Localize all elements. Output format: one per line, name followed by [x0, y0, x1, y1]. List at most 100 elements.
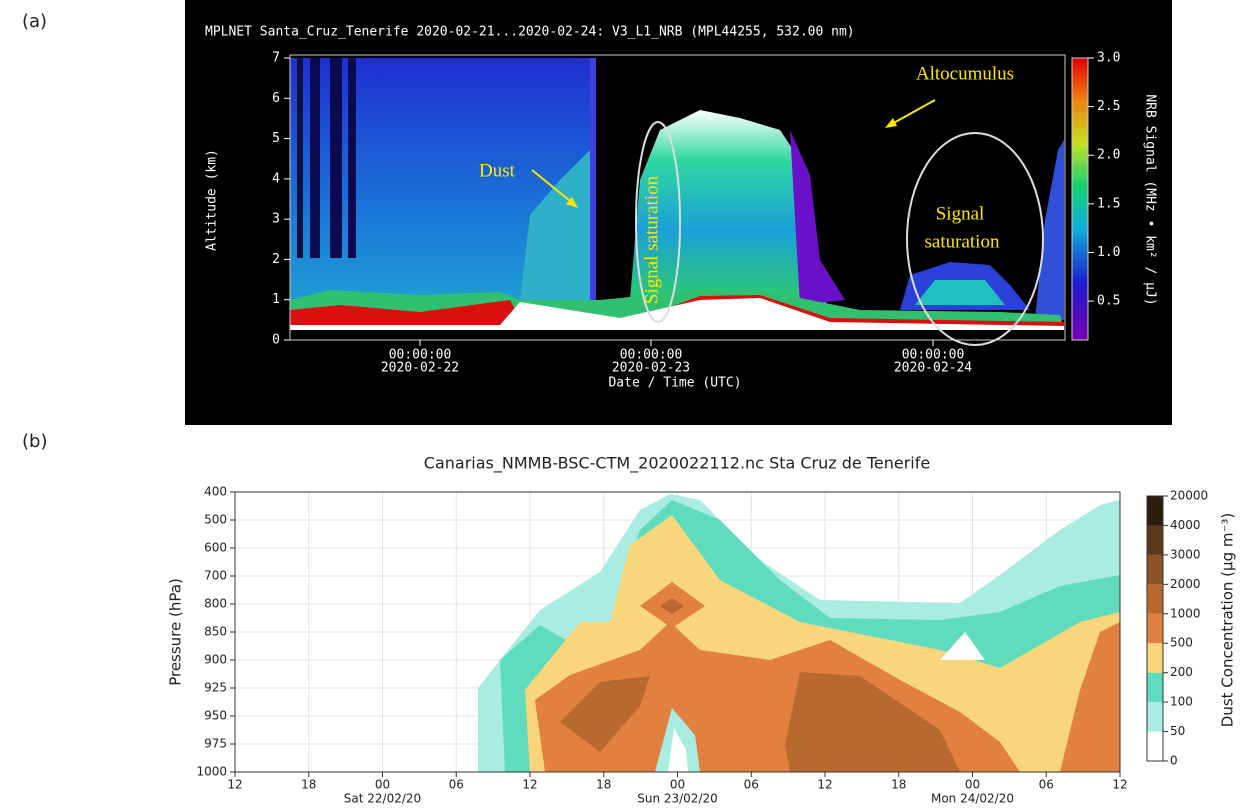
contour-band — [560, 676, 650, 752]
colorbar-tick-label: 500 — [1170, 636, 1193, 650]
panel-label: (a) — [22, 11, 47, 32]
chart-title: MPLNET Santa_Cruz_Tenerife 2020-02-21...… — [205, 25, 855, 40]
colorbar-tick-label: 2.0 — [1097, 148, 1120, 163]
lidar-region — [520, 150, 592, 300]
colorbar-tick-label: 2000 — [1170, 577, 1201, 591]
colorbar-band — [1147, 643, 1163, 673]
x-tick-label: 06 — [744, 778, 759, 792]
y-tick-label: 3 — [272, 212, 280, 227]
x-tick-label: 2020-02-24 — [894, 361, 972, 376]
colorbar-band — [1147, 584, 1163, 614]
annotation: saturation — [925, 231, 1000, 252]
y-tick-label: 975 — [204, 737, 227, 751]
colorbar-tick-label: 0 — [1170, 754, 1178, 768]
y-tick-label: 500 — [204, 513, 227, 527]
x-axis-label: Date / Time (UTC) — [608, 376, 741, 391]
panel-label: (b) — [22, 431, 47, 452]
contour-band — [1060, 622, 1120, 772]
x-tick-label: 00:00:00 — [620, 348, 683, 363]
x-tick-label: 12 — [522, 778, 537, 792]
y-tick-label: 850 — [204, 625, 227, 639]
arrow-head — [566, 197, 578, 208]
colorbar — [1071, 57, 1089, 341]
x-tick-label: 2020-02-22 — [381, 361, 459, 376]
arrow — [889, 99, 936, 126]
y-tick-label: 400 — [204, 485, 227, 499]
colorbar-tick-label: 0.5 — [1097, 294, 1120, 309]
x-day-label: Sat 22/02/20 — [344, 792, 421, 806]
x-tick-label: 2020-02-23 — [612, 361, 690, 376]
colorbar-frame — [1146, 495, 1164, 762]
colorbar-tick-label: 1000 — [1170, 606, 1201, 620]
contour-band — [940, 632, 985, 660]
colorbar-tick-label: 100 — [1170, 695, 1193, 709]
lidar-region — [290, 298, 1064, 330]
lidar-image — [290, 58, 1064, 330]
x-day-label: Sun 23/02/20 — [637, 792, 718, 806]
colorbar-label: Dust Concentration (μg m⁻³) — [1219, 513, 1237, 727]
y-tick-label: 800 — [204, 597, 227, 611]
lidar-region — [790, 130, 845, 305]
colorbar-tick-label: 200 — [1170, 665, 1193, 679]
x-tick-label: 12 — [1112, 778, 1127, 792]
x-tick-label: 06 — [449, 778, 464, 792]
y-tick-label: 1 — [272, 292, 280, 307]
colorbar-band — [1147, 525, 1163, 555]
contour-band — [668, 728, 688, 772]
colorbar-tick-label: 2.5 — [1097, 99, 1120, 114]
colorbar-tick-label: 3.0 — [1097, 51, 1120, 66]
annotation-shapes — [531, 99, 1044, 346]
y-tick-label: 5 — [272, 131, 280, 146]
plot-frame — [289, 54, 1066, 341]
x-tick-label: 00 — [375, 778, 390, 792]
ellipse — [906, 132, 1044, 346]
contour-band — [660, 598, 684, 614]
lidar-region — [348, 58, 356, 258]
colorbar-band — [1147, 496, 1163, 526]
x-tick-label: 00 — [965, 778, 980, 792]
y-axis-label: Altitude (km) — [205, 149, 220, 251]
x-tick-label: 18 — [301, 778, 316, 792]
y-tick-label: 4 — [272, 171, 280, 186]
colorbar-band — [1147, 672, 1163, 703]
arrow-head — [885, 118, 897, 128]
y-tick-label: 2 — [272, 252, 280, 267]
colorbar-tick-label: 3000 — [1170, 547, 1201, 561]
lidar-region — [915, 280, 1005, 305]
annotation: Signal saturation — [641, 175, 662, 304]
x-tick-label: 18 — [891, 778, 906, 792]
colorbar-tick-label: 4000 — [1170, 518, 1201, 532]
lidar-region — [330, 58, 342, 258]
y-tick-label: 925 — [204, 681, 227, 695]
y-tick-label: 6 — [272, 91, 280, 106]
colorbar-band — [1147, 613, 1163, 644]
x-tick-label: 00:00:00 — [389, 348, 452, 363]
x-tick-label: 06 — [1039, 778, 1054, 792]
colorbar-band — [1147, 702, 1163, 732]
x-tick-label: 00:00:00 — [902, 348, 965, 363]
colorbar-label: NRB Signal (MHz • km² / μJ) — [1143, 94, 1158, 305]
y-tick-label: 700 — [204, 569, 227, 583]
y-tick-label: 600 — [204, 541, 227, 555]
colorbar-band — [1147, 731, 1163, 761]
y-tick-label: 900 — [204, 653, 227, 667]
y-tick-label: 1000 — [196, 765, 227, 779]
lidar-region — [590, 58, 596, 300]
x-tick-label: 00 — [670, 778, 685, 792]
colorbar-tick-label: 1.0 — [1097, 245, 1120, 260]
x-tick-label: 12 — [227, 778, 242, 792]
lidar-region — [630, 110, 830, 310]
x-tick-label: 18 — [596, 778, 611, 792]
ellipse — [635, 121, 681, 323]
y-tick-label: 7 — [272, 51, 280, 66]
lidar-region — [310, 58, 320, 258]
chart-title: Canarias_NMMB-BSC-CTM_2020022112.nc Sta … — [424, 454, 930, 474]
contour-fill — [478, 494, 1120, 772]
lidar-region — [1035, 140, 1064, 320]
colorbar-tick-label: 50 — [1170, 724, 1185, 738]
colorbar-tick-label: 1.5 — [1097, 196, 1120, 211]
x-tick-label: 12 — [817, 778, 832, 792]
lidar-region — [297, 58, 303, 258]
y-tick-label: 0 — [272, 333, 280, 348]
